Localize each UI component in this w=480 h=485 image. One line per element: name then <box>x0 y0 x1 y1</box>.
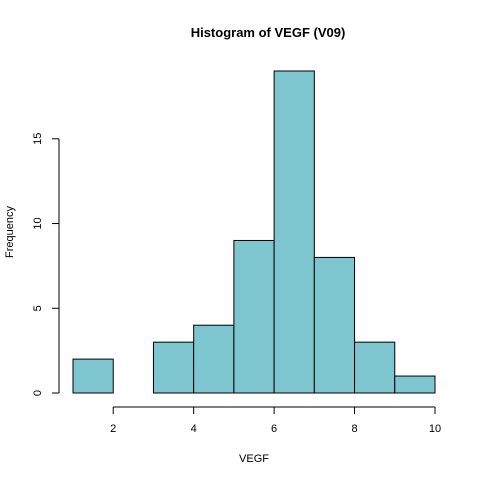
x-tick-label: 8 <box>351 423 357 435</box>
x-tick-label: 4 <box>191 423 197 435</box>
x-tick-label: 6 <box>271 423 277 435</box>
bars-group <box>72 70 436 394</box>
y-tick-label: 5 <box>32 305 44 311</box>
histogram-bar <box>273 70 315 394</box>
x-tick-label: 10 <box>429 423 441 435</box>
chart-title: Histogram of VEGF (V09) <box>191 25 346 40</box>
x-axis: 2 4 6 8 10 <box>110 406 441 435</box>
x-axis-label: VEGF <box>239 453 269 465</box>
histogram-bar <box>233 239 275 394</box>
histogram-bar <box>394 375 436 394</box>
histogram-bar <box>72 358 114 394</box>
histogram-bar <box>193 324 235 394</box>
y-axis: 0 5 10 15 <box>32 133 60 396</box>
x-tick-label: 2 <box>110 423 116 435</box>
y-axis-label: Frequency <box>4 206 16 258</box>
y-tick-label: 10 <box>32 217 44 229</box>
y-tick-label: 15 <box>32 133 44 145</box>
y-tick-label: 0 <box>32 390 44 396</box>
histogram-bar <box>313 256 356 394</box>
histogram-bar <box>354 341 396 394</box>
histogram-bar <box>152 341 195 394</box>
